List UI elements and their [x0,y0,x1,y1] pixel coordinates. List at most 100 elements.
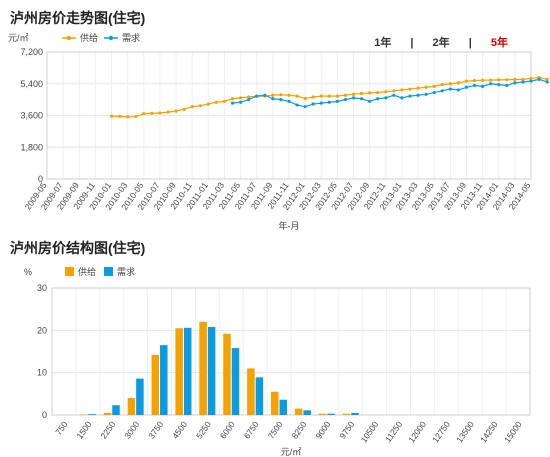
series-supply-point [545,77,549,81]
series-supply-point [400,88,404,92]
series-supply-point [368,91,372,95]
bar-supply [318,413,327,415]
legend-supply-label: 供给 [80,32,98,43]
series-supply-point [481,78,485,82]
series-supply-point [198,104,202,108]
series-demand-point [327,100,331,104]
series-supply-point [239,96,243,100]
series-supply-point [319,94,323,98]
x-tick-label: 13500 [454,419,476,444]
series-supply-point [456,81,460,85]
period-tabs: 1年 | 2年 | 5年 [358,34,508,50]
series-supply-point [150,111,154,115]
x-tick-label: 3000 [122,419,141,440]
series-supply-point [158,111,162,115]
legend-demand-label: 需求 [117,266,135,277]
series-supply-point [295,94,299,98]
series-demand-point [255,94,259,98]
series-supply-point [408,87,412,91]
series-supply-point [311,95,315,99]
bar-demand [351,412,359,415]
series-demand-point [295,103,299,107]
series-supply-point [166,110,170,114]
legend-supply-swatch [65,267,74,276]
x-axis-label: 元/㎡ [281,447,302,457]
structure-chart-title: 泸州房价结构图(住宅) [10,240,146,256]
series-demand-point [529,79,533,83]
x-tick-label: 5250 [194,419,213,440]
series-supply-point [214,100,218,104]
y-tick-label: 0 [42,410,47,420]
series-demand-point [408,94,412,98]
legend-demand-swatch [104,267,113,276]
bar-supply [199,321,207,415]
series-supply-point [222,99,227,103]
x-tick-label: 11250 [383,419,405,444]
x-tick-label: 9750 [337,419,356,440]
tab-5-year[interactable]: 5年 [490,37,508,49]
tab-separator: | [410,37,414,49]
price-structure-chart: % 供给 需求 0 10 20 30 750 1500 2250 3000 3750 4500 5250 6… [24,266,531,457]
series-supply-point [230,97,235,101]
series-demand-point [271,97,275,101]
series-demand-point [360,97,364,101]
y-tick-label: 10 [37,368,47,378]
series-demand-point [247,98,251,102]
x-tick-label: 4500 [170,419,189,440]
series-demand-point [279,98,283,102]
series-supply-point [206,102,210,106]
series-demand-line [232,78,548,108]
series-demand-point [343,98,348,102]
series-demand-point [287,99,291,103]
series-demand-point [513,81,517,85]
x-tick-label: 6000 [218,419,237,440]
series-demand-point [464,85,469,89]
series-demand-point [440,89,444,93]
y-tick-label: 5,400 [20,79,43,89]
series-demand-point [400,96,404,100]
bar-demand [160,345,168,415]
series-supply-point [335,94,339,98]
series-supply-point [182,107,186,111]
x-tick-label: 6750 [242,419,261,440]
y-tick-label: 0 [38,174,43,184]
price-trend-chart: 元/㎡ 供给 需求01,8003,6005,4007,2002009-052009-… [8,32,549,231]
series-demand-point [424,92,428,96]
series-demand-point [368,99,372,103]
bar-supply [294,408,303,415]
series-supply-point [424,85,428,89]
series-supply-point [521,77,525,81]
series-supply-point [464,79,469,83]
bar-demand [112,405,120,415]
x-tick-label: 14250 [478,419,500,444]
series-supply-point [174,109,178,113]
series-supply-point [142,112,146,116]
bar-demand [279,399,288,415]
legend-demand-marker [108,35,114,41]
series-demand-point [263,93,267,97]
series-demand-point [392,93,396,97]
series-supply-point [448,82,452,86]
series-supply-point [376,90,380,95]
tab-1-year[interactable]: 1年 [374,37,392,49]
series-supply-point [134,114,138,119]
series-supply-point [247,95,251,99]
series-supply-point [109,114,114,118]
trend-chart-title: 泸州房价走势图(住宅) [10,10,146,26]
series-supply-point [432,84,436,88]
series-supply-point [529,76,533,81]
series-supply-point [416,86,420,90]
bar-demand [88,414,96,415]
y-tick-label: 7,200 [20,47,43,57]
bar-demand [303,410,311,415]
bar-demand [207,326,216,415]
plot-frame [46,51,532,180]
x-tick-label: 10500 [359,419,381,444]
series-supply-point [351,92,356,96]
x-tick-label: 1500 [74,419,93,440]
series-supply-point [360,91,364,96]
series-demand-point [448,87,452,91]
tab-2-year[interactable]: 2年 [432,37,450,49]
x-axis-label: 年-月 [279,220,300,231]
x-tick-label: 9000 [313,419,332,440]
